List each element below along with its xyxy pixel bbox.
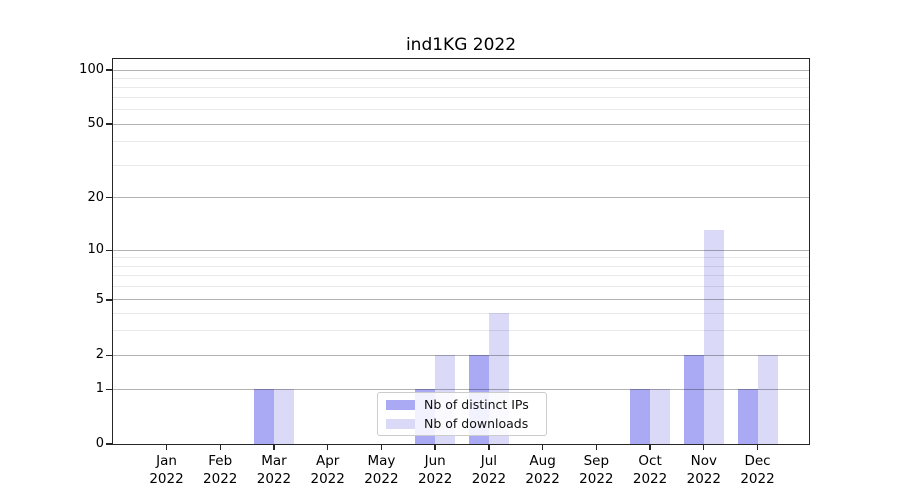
major-gridline: [113, 69, 809, 71]
x-tick-label: May 2022: [364, 453, 399, 487]
minor-gridline: [113, 77, 809, 79]
major-gridline: [113, 388, 809, 390]
minor-gridline: [113, 257, 809, 259]
bar-downloads: [757, 355, 778, 444]
x-tick-label: Jul 2022: [471, 453, 507, 487]
legend-color-patch: [386, 418, 415, 429]
y-tick-mark: [106, 443, 112, 445]
x-tick-mark: [595, 445, 598, 450]
minor-gridline: [113, 265, 809, 267]
minor-gridline: [113, 141, 809, 143]
major-gridline: [113, 249, 809, 251]
minor-gridline: [113, 164, 809, 166]
bar-distinct-ips: [737, 389, 758, 444]
legend: Nb of distinct IPs Nb of downloads: [377, 392, 547, 436]
x-tick-mark: [219, 445, 221, 450]
x-tick-label: Apr 2022: [310, 453, 345, 487]
x-tick-label: Feb 2022: [203, 453, 238, 487]
x-tick-mark: [273, 445, 275, 450]
y-tick-mark: [106, 196, 112, 199]
minor-gridline: [113, 330, 809, 332]
x-tick-mark: [703, 445, 705, 450]
minor-gridline: [113, 312, 809, 314]
y-tick-mark: [106, 388, 112, 391]
y-tick-label: 5: [95, 291, 104, 307]
x-tick-label: Aug 2022: [525, 453, 560, 487]
x-tick-label: Nov 2022: [686, 453, 721, 487]
bar-distinct-ips: [253, 389, 274, 444]
x-tick-label: Jun 2022: [417, 453, 453, 487]
y-tick-label: 2: [95, 347, 104, 363]
major-gridline: [113, 123, 809, 125]
y-tick-mark: [106, 299, 112, 301]
y-tick-mark: [106, 69, 112, 71]
x-tick-mark: [649, 445, 651, 450]
y-tick-label: 0: [95, 436, 104, 451]
minor-gridline: [113, 97, 809, 99]
y-tick-label: 10: [87, 242, 104, 258]
y-tick-label: 100: [79, 62, 104, 77]
bar-downloads: [650, 389, 671, 444]
bar-distinct-ips: [630, 389, 651, 444]
x-tick-mark: [488, 445, 490, 450]
major-gridline: [113, 299, 809, 301]
chart-title: ind1KG 2022: [405, 35, 517, 55]
x-tick-label: Jan 2022: [149, 453, 184, 487]
minor-gridline: [113, 286, 809, 288]
x-tick-label: Oct 2022: [632, 453, 668, 487]
y-tick-mark: [106, 249, 112, 251]
y-tick-label: 1: [95, 381, 104, 397]
legend-entry: Nb of distinct IPs: [386, 396, 538, 412]
legend-label: Nb of distinct IPs: [424, 396, 529, 412]
minor-gridline: [113, 109, 809, 111]
bar-downloads: [703, 230, 724, 444]
bar-distinct-ips: [683, 355, 704, 444]
x-tick-mark: [380, 445, 383, 450]
minor-gridline: [113, 86, 809, 88]
x-tick-mark: [326, 445, 329, 450]
x-tick-label: Mar 2022: [256, 453, 292, 487]
x-tick-label: Sep 2022: [579, 453, 614, 487]
x-tick-mark: [434, 445, 436, 450]
x-tick-mark: [756, 445, 759, 450]
bar-downloads: [273, 389, 294, 444]
legend-label: Nb of downloads: [424, 415, 529, 431]
major-gridline: [113, 197, 809, 199]
major-gridline: [113, 354, 809, 356]
minor-gridline: [113, 275, 809, 277]
y-tick-label: 20: [87, 189, 104, 205]
x-tick-label: Dec 2022: [740, 453, 775, 487]
legend-entry: Nb of downloads: [386, 415, 538, 431]
x-tick-mark: [165, 445, 168, 450]
legend-color-patch: [386, 399, 415, 410]
y-tick-label: 50: [87, 116, 104, 132]
y-tick-mark: [106, 123, 112, 125]
x-tick-mark: [541, 445, 544, 450]
y-tick-mark: [106, 354, 112, 357]
